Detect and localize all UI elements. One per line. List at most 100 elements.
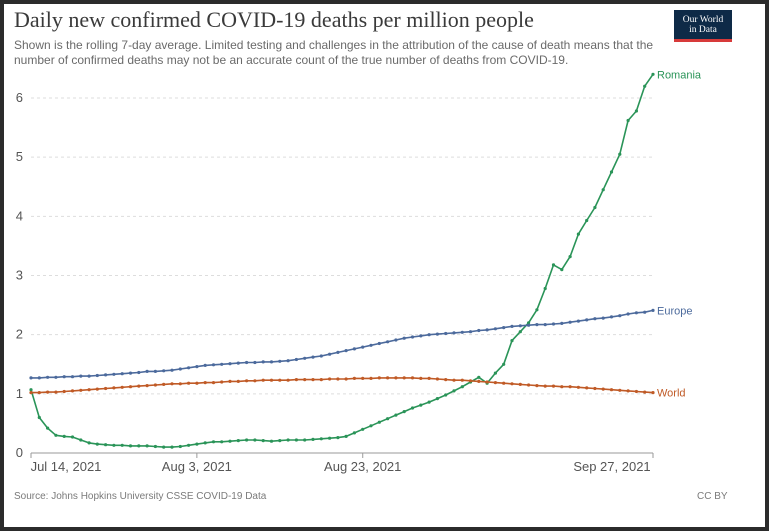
data-point-world xyxy=(228,379,232,383)
data-point-romania xyxy=(319,437,323,441)
data-point-world xyxy=(170,382,174,386)
data-point-europe xyxy=(195,365,199,369)
data-point-europe xyxy=(79,374,83,378)
data-point-world xyxy=(112,386,116,390)
data-point-romania xyxy=(328,436,332,440)
data-point-world xyxy=(568,385,572,389)
data-point-world xyxy=(87,388,91,392)
data-point-europe xyxy=(311,355,315,359)
data-point-europe xyxy=(203,363,207,367)
data-point-romania xyxy=(70,435,75,439)
data-point-world xyxy=(220,380,224,384)
data-point-europe xyxy=(170,368,174,372)
data-point-romania xyxy=(618,152,622,156)
data-point-europe xyxy=(593,317,597,321)
data-point-world xyxy=(477,379,481,383)
data-point-world xyxy=(211,381,216,385)
data-point-world xyxy=(328,377,332,381)
data-point-world xyxy=(95,387,99,391)
data-point-world xyxy=(253,379,257,383)
data-point-world xyxy=(543,384,547,388)
y-tick-label: 4 xyxy=(16,208,23,223)
data-point-romania xyxy=(203,441,207,445)
data-point-romania xyxy=(112,443,116,447)
data-point-world xyxy=(137,384,141,388)
data-point-world xyxy=(402,376,406,380)
data-point-world xyxy=(502,381,506,385)
data-point-romania xyxy=(609,170,614,174)
data-point-romania xyxy=(576,232,581,236)
data-point-world xyxy=(236,379,240,383)
data-point-romania xyxy=(211,440,216,444)
data-point-world xyxy=(576,385,581,389)
data-point-europe xyxy=(70,375,75,379)
data-point-romania xyxy=(568,255,572,259)
owid-logo[interactable]: Our World in Data xyxy=(674,10,732,42)
data-point-world xyxy=(29,391,33,395)
data-point-world xyxy=(618,388,622,392)
data-point-world xyxy=(369,376,373,380)
data-point-europe xyxy=(377,341,381,346)
data-point-europe xyxy=(369,343,373,347)
data-point-europe xyxy=(120,372,124,376)
logo-line-2: in Data xyxy=(689,25,717,35)
data-point-romania xyxy=(303,438,307,442)
y-tick-label: 6 xyxy=(16,90,23,105)
data-point-world xyxy=(427,376,431,380)
data-point-europe xyxy=(162,369,166,373)
data-point-romania xyxy=(585,218,589,223)
data-point-romania xyxy=(377,420,381,424)
data-point-world xyxy=(377,376,381,380)
data-point-world xyxy=(70,389,75,393)
data-point-world xyxy=(410,376,415,380)
series-line-romania xyxy=(30,73,654,448)
data-point-romania xyxy=(386,417,390,421)
data-point-europe xyxy=(460,330,464,334)
data-point-world xyxy=(46,390,50,394)
data-point-romania xyxy=(419,403,423,407)
data-point-romania xyxy=(128,444,133,448)
data-point-romania xyxy=(361,427,365,431)
data-point-romania xyxy=(178,444,182,449)
data-point-romania xyxy=(502,362,506,366)
data-point-romania xyxy=(643,84,647,88)
data-point-world xyxy=(178,382,182,386)
source-note: Source: Johns Hopkins University CSSE CO… xyxy=(14,491,267,502)
data-point-europe xyxy=(87,374,91,378)
data-point-europe xyxy=(502,326,506,330)
data-point-europe xyxy=(352,347,356,351)
data-point-world xyxy=(245,379,249,383)
data-point-europe xyxy=(444,331,448,336)
data-point-europe xyxy=(112,372,116,376)
data-point-romania xyxy=(452,389,456,393)
x-tick-label: Aug 3, 2021 xyxy=(162,459,232,474)
data-point-romania xyxy=(170,445,174,449)
data-point-europe xyxy=(145,369,149,373)
data-point-romania xyxy=(261,439,265,443)
data-point-world xyxy=(261,378,265,382)
data-point-world xyxy=(120,385,124,389)
data-point-romania xyxy=(394,413,398,417)
data-point-romania xyxy=(87,441,91,445)
data-point-europe xyxy=(62,375,66,379)
data-point-world xyxy=(444,378,448,382)
y-tick-label: 3 xyxy=(16,268,23,283)
x-tick-label: Sep 27, 2021 xyxy=(573,459,650,474)
data-point-world xyxy=(510,382,514,386)
data-point-europe xyxy=(560,321,564,325)
data-point-world xyxy=(79,388,83,392)
data-point-europe xyxy=(527,323,531,327)
data-point-romania xyxy=(228,439,232,443)
data-point-romania xyxy=(402,410,406,414)
data-point-europe xyxy=(402,336,406,340)
data-point-romania xyxy=(444,393,448,397)
series-label-romania: Romania xyxy=(657,69,702,81)
data-point-europe xyxy=(419,334,423,338)
data-point-romania xyxy=(120,443,124,447)
series-label-world: World xyxy=(657,388,686,400)
data-point-europe xyxy=(585,318,589,322)
series-lines xyxy=(29,72,655,449)
data-point-world xyxy=(352,376,356,380)
y-tick-label: 1 xyxy=(16,386,23,401)
